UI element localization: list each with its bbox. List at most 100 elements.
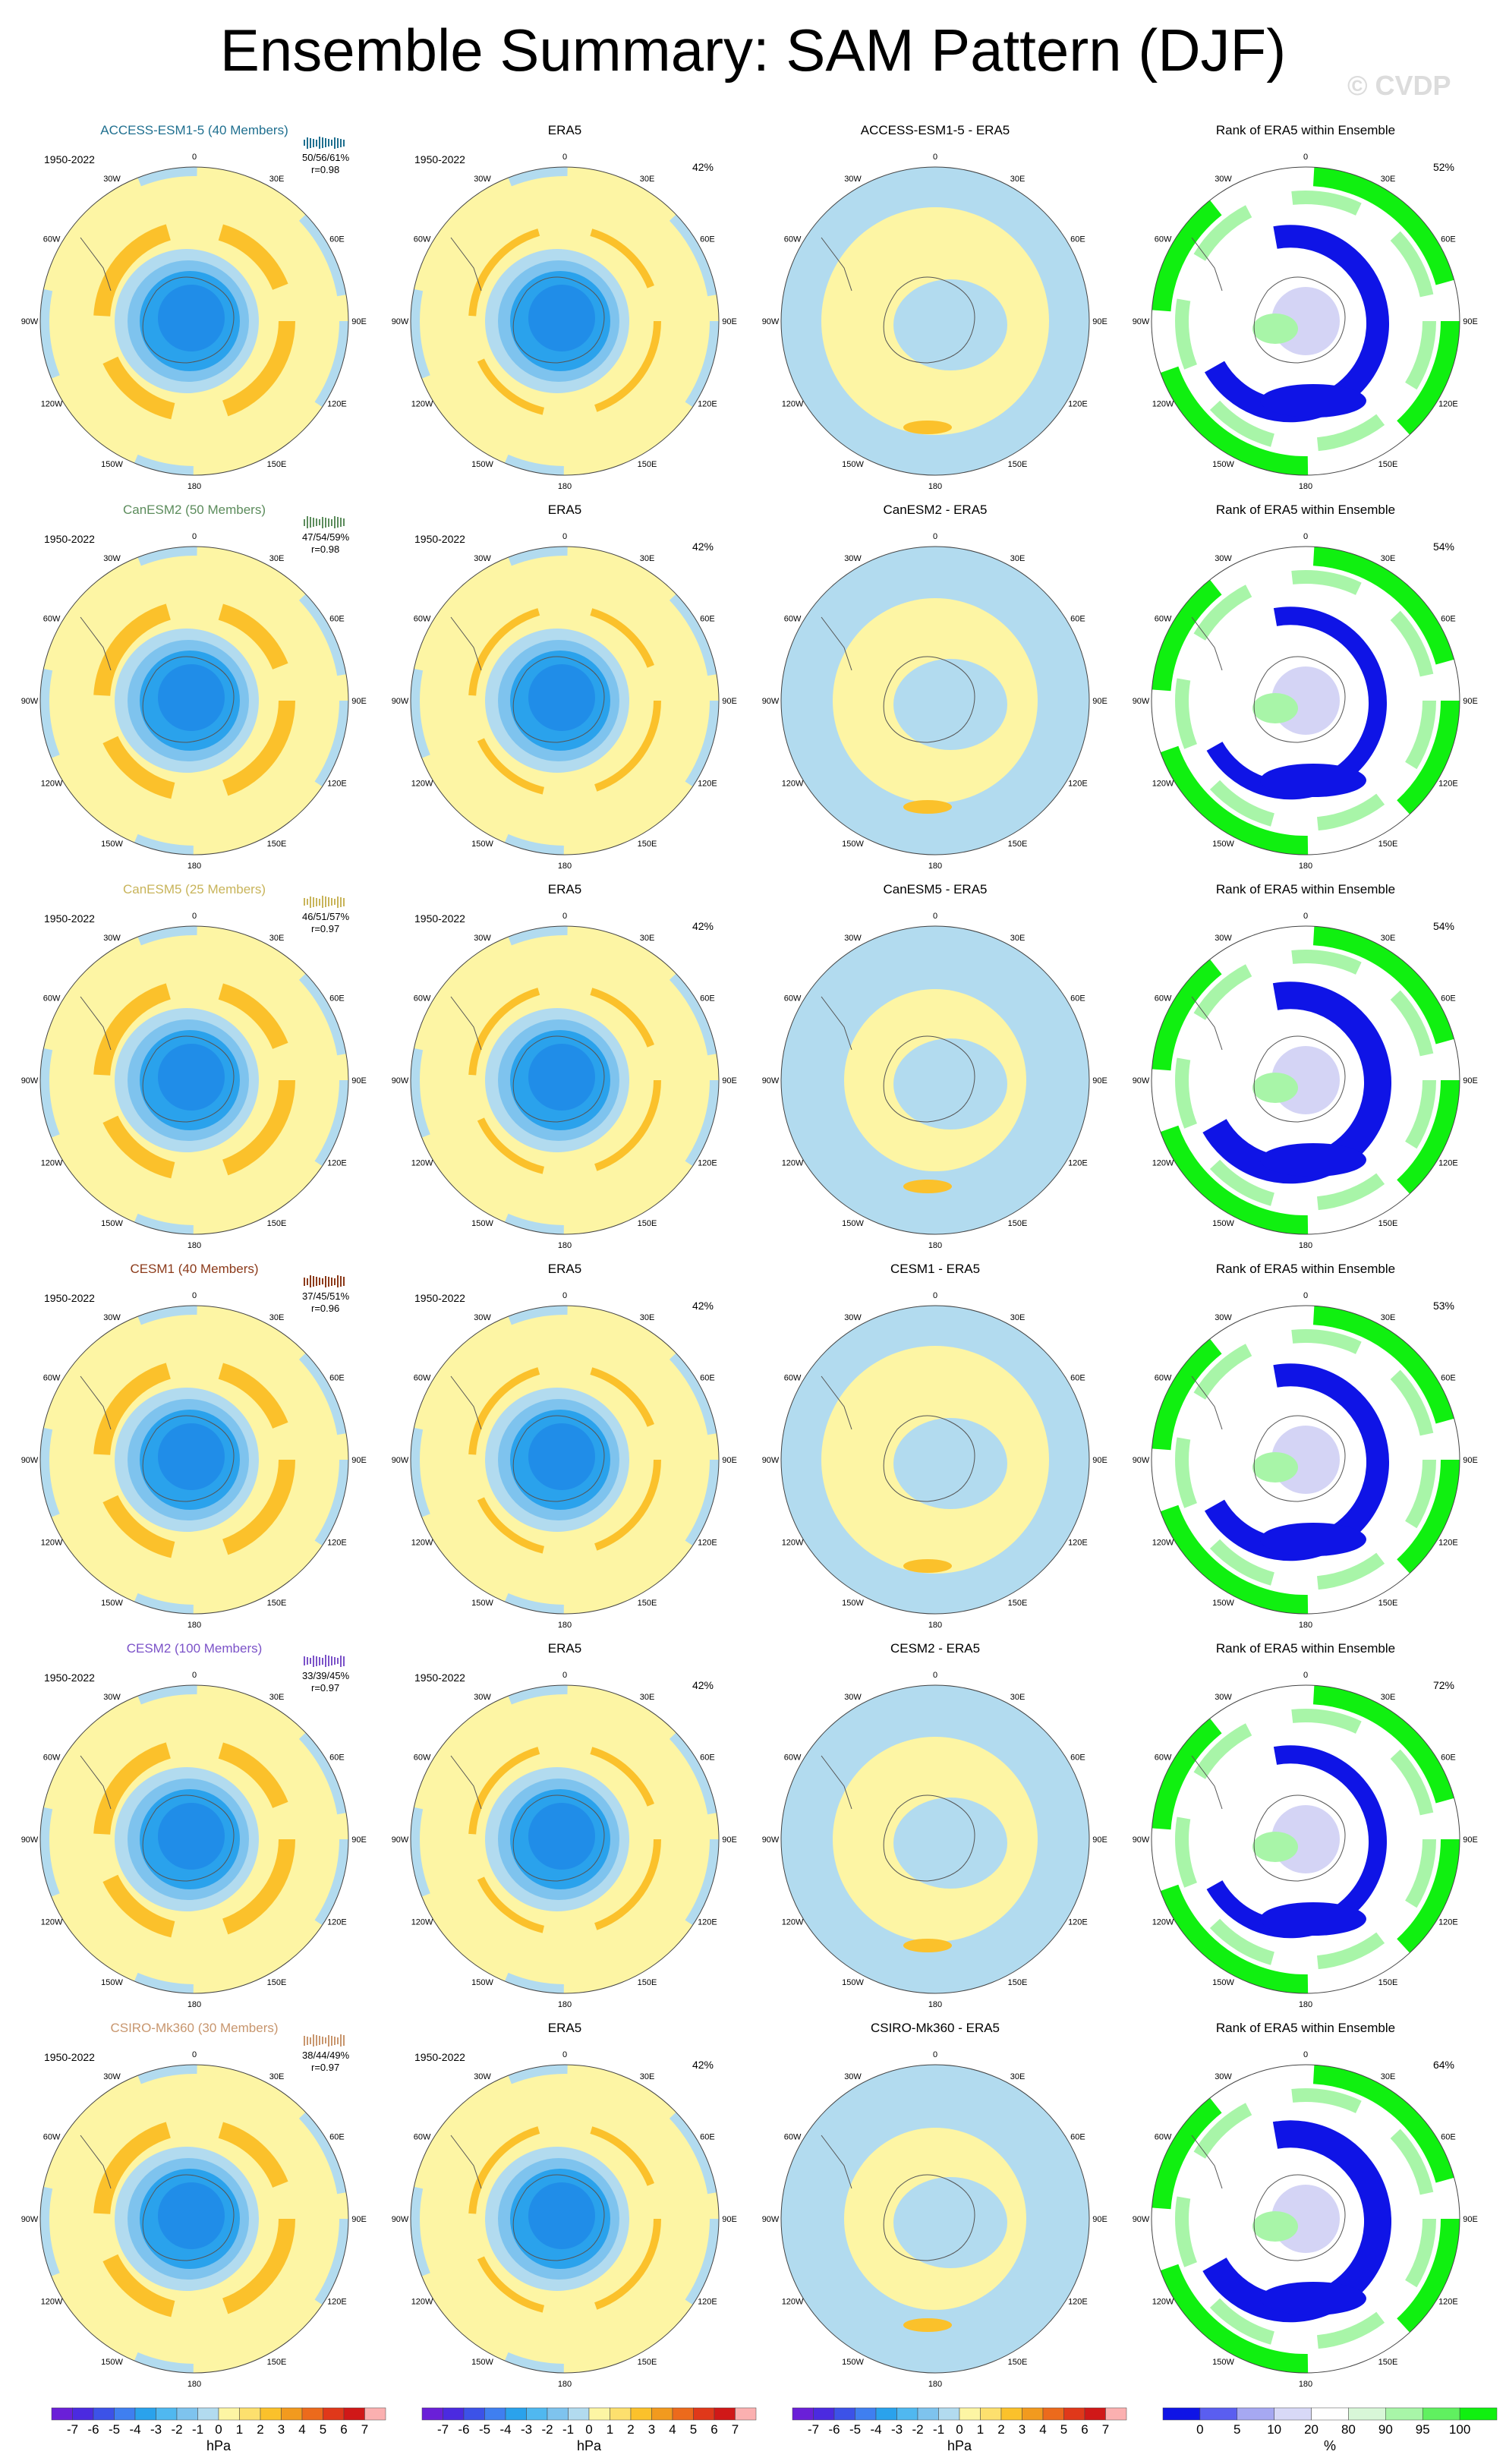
lon-label: 180 (558, 2380, 572, 2389)
panel-diff: 0 30E 60E 90E 120E 150E 180 150W 120W 90W 60W 30W AC… (747, 121, 1123, 501)
colorbar-label: 7 (361, 2422, 368, 2437)
member-bar (340, 1276, 342, 1287)
member-bar (337, 1275, 339, 1287)
colorbar-strip: -7 -6 -5 -4 -3 -2 -1 0 1 2 3 4 5 6 7 (51, 2407, 386, 2437)
lon-label: 30W (844, 934, 862, 943)
member-bar (340, 2034, 342, 2047)
colorbar-hpa-2: -7 -6 -5 -4 -3 -2 -1 0 1 2 3 4 5 6 7 hPa (401, 2405, 777, 2458)
colorbar-box (1422, 2407, 1460, 2421)
lon-label: 90W (1133, 1456, 1150, 1465)
member-bar (319, 519, 320, 525)
lon-label: 0 (562, 912, 567, 921)
lon-label: 150E (638, 840, 657, 849)
lon-label: 30W (103, 2072, 121, 2081)
member-bar (304, 1656, 305, 1665)
rank-outer-ring (1152, 167, 1460, 475)
period-label: 1950-2022 (414, 153, 465, 165)
member-bar (310, 137, 311, 148)
member-bar (340, 896, 342, 907)
lon-label: 30E (640, 1313, 655, 1322)
colorbar-box (301, 2407, 323, 2421)
colorbar-label: 100 (1449, 2422, 1470, 2437)
polar-map: 0 30E 60E 90E 120E 150E 180 150W 120W 90W 60W 30W (21, 1291, 367, 1630)
member-bar (334, 137, 336, 149)
colorbar-label: 2 (257, 2422, 263, 2437)
field-blue-core (158, 1044, 225, 1111)
lon-label: 150W (101, 840, 123, 849)
field-orange-ring (93, 2118, 295, 2320)
lon-label: 30W (474, 1693, 491, 1702)
field-blue-core (528, 285, 595, 351)
colorbar-label: 5 (690, 2422, 697, 2437)
lon-label: 180 (1299, 482, 1312, 491)
rank-outer-ring (1152, 926, 1460, 1234)
map-border (1151, 166, 1460, 476)
colorbar-box (547, 2407, 569, 2421)
member-bar (328, 897, 329, 906)
lon-label: 0 (933, 912, 937, 921)
map-border (39, 546, 349, 855)
member-bar (307, 1278, 308, 1285)
south-america-outline (821, 996, 852, 1051)
colorbar-label: 2 (997, 2422, 1004, 2437)
colorbar-box (421, 2407, 443, 2421)
member-bar (322, 1278, 323, 1284)
colorbar-label: 5 (1233, 2422, 1240, 2437)
lon-label: 90W (392, 2215, 409, 2224)
rank-green-patch (1252, 2211, 1298, 2242)
map-border (410, 1684, 720, 1994)
lon-label: 150W (101, 1978, 123, 1987)
rank-light-ring (1175, 570, 1436, 831)
colorbar-box (484, 2407, 506, 2421)
lon-label: 150E (1378, 840, 1398, 849)
lon-label: 0 (933, 1671, 937, 1680)
lon-label: 90E (351, 1835, 367, 1845)
colorbar-box (855, 2407, 877, 2421)
lon-label: 150W (842, 1978, 864, 1987)
lon-label: 90E (722, 1076, 737, 1085)
member-bar (316, 139, 317, 147)
lon-label: 150W (1212, 1599, 1234, 1608)
lon-label: 90W (21, 2215, 39, 2224)
colorbar-label: -5 (109, 2422, 120, 2437)
antarctica-outline (883, 1035, 975, 1123)
lon-label: 150W (1212, 460, 1234, 469)
lon-label: 120W (1152, 780, 1174, 789)
lon-label: 120E (1438, 780, 1458, 789)
colorbar-label: 10 (1267, 2422, 1281, 2437)
lon-label: 120E (1438, 1159, 1458, 1168)
polar-map: 0 30E 60E 90E 120E 150E 180 150W 120W 90W 60W 30W (392, 912, 737, 1250)
lon-label: 60W (784, 2133, 802, 2142)
map-border (39, 1305, 349, 1615)
colorbar-box (651, 2407, 673, 2421)
colorbar-box (281, 2407, 303, 2421)
colorbar-label: 20 (1304, 2422, 1319, 2437)
member-bar (328, 1276, 329, 1287)
member-bar (307, 137, 308, 149)
map-border (780, 546, 1090, 855)
member-bar (310, 896, 311, 908)
south-america-outline (1191, 237, 1223, 291)
lon-label: 30E (1381, 934, 1396, 943)
colorbar-unit: hPa (206, 2438, 232, 2453)
lon-label: 90E (1463, 317, 1478, 326)
colorbar-label: 90 (1378, 2422, 1393, 2437)
colorbar-label: -6 (828, 2422, 840, 2437)
colorbar-label: 4 (669, 2422, 676, 2437)
colorbar-label: 3 (1019, 2422, 1026, 2437)
field-orange-ring (93, 600, 295, 802)
lon-label: 60W (784, 235, 802, 244)
lon-label: 60W (1155, 1753, 1172, 1763)
pattern-stats: 50/56/61% r=0.98 (302, 152, 349, 176)
field-blue-core (158, 664, 225, 731)
member-bar (343, 1277, 345, 1286)
rank-light-ring (1175, 1329, 1436, 1590)
colorbar-label: 0 (956, 2422, 963, 2437)
lon-label: 150W (101, 1219, 123, 1228)
member-bar (331, 898, 332, 906)
member-bar (319, 1656, 320, 1665)
map-border (1151, 546, 1460, 855)
lon-label: 90W (392, 1456, 409, 1465)
rank-blue-patch (1260, 384, 1366, 417)
variance-percent: 42% (692, 540, 714, 553)
